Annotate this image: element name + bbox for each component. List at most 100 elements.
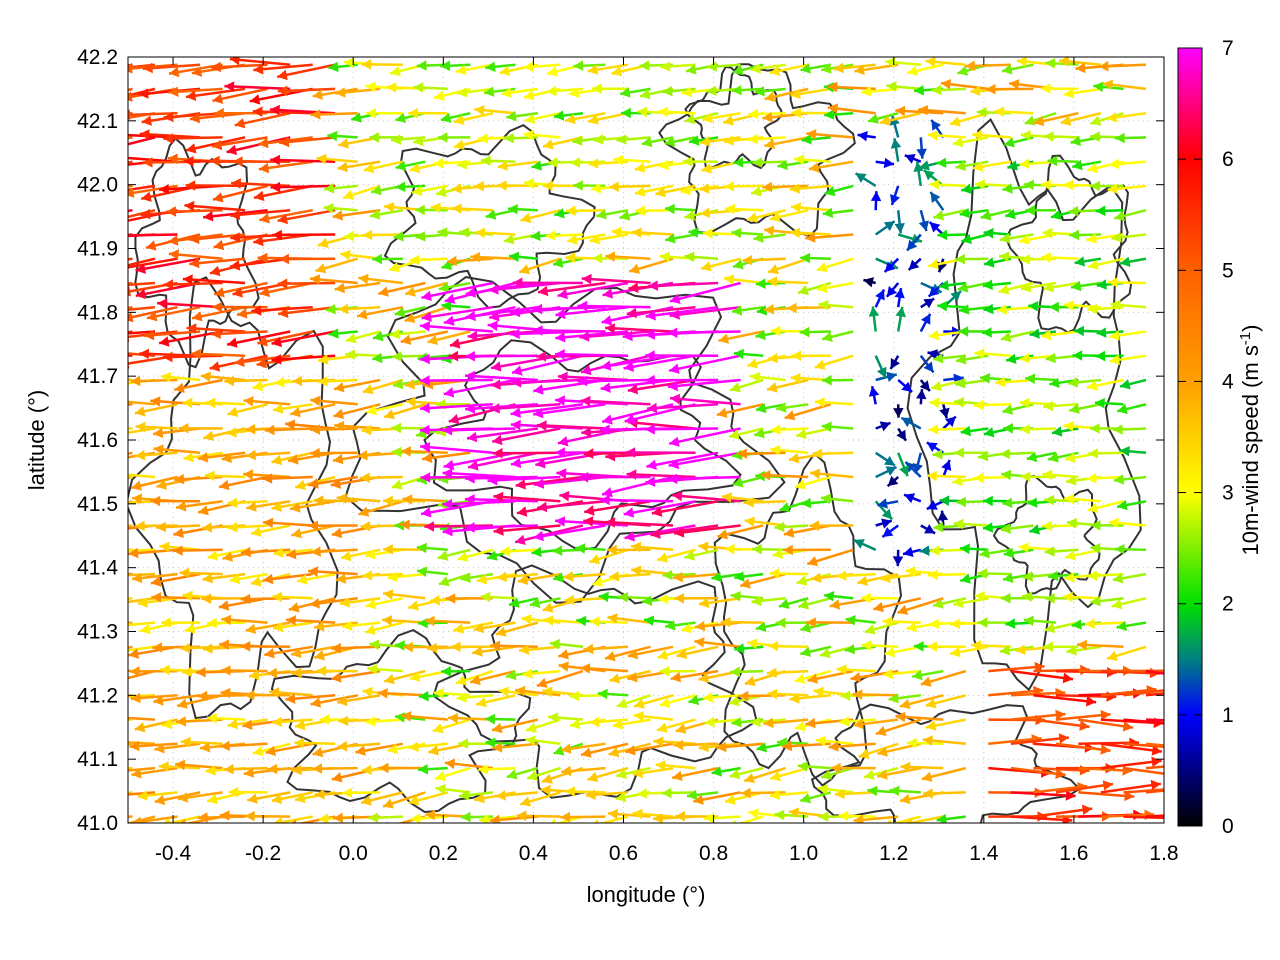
wind-arrow-head	[884, 646, 896, 658]
wind-arrow-head	[382, 615, 392, 626]
wind-arrow-head	[912, 669, 923, 681]
wind-arrow-head	[333, 408, 345, 419]
wind-arrow-head	[718, 333, 729, 344]
wind-arrow-head	[625, 745, 636, 756]
wind-arrow-head	[775, 617, 786, 629]
wind-arrow-head	[1071, 619, 1082, 630]
wind-arrow-shaft	[577, 378, 651, 383]
wind-arrow-head	[879, 115, 891, 126]
wind-arrow-head	[279, 253, 289, 265]
wind-arrow-head	[536, 420, 547, 431]
wind-arrow-head	[743, 497, 754, 508]
wind-arrow-head	[983, 495, 993, 507]
wind-arrow-head	[488, 284, 499, 295]
wind-arrow-head	[1111, 232, 1122, 243]
wind-arrow-shaft	[668, 451, 741, 467]
wind-arrow-head	[184, 200, 195, 212]
wind-arrow-head	[295, 793, 306, 804]
wind-arrow-shaft	[443, 378, 516, 396]
wind-arrow-head	[827, 103, 839, 114]
wind-arrow-head	[807, 556, 818, 567]
wind-arrow-shaft	[584, 500, 651, 514]
wind-arrow-head	[645, 350, 655, 361]
wind-arrow-head	[707, 61, 717, 72]
wind-arrow-head	[631, 541, 642, 553]
wind-arrow-head	[538, 285, 549, 297]
wind-arrow-head	[725, 794, 736, 805]
wind-arrow-head	[107, 712, 117, 723]
wind-arrow-head	[116, 546, 126, 557]
wind-arrow-head	[533, 407, 544, 419]
wind-arrow-head	[974, 348, 985, 359]
wind-arrow-head	[362, 229, 373, 241]
wind-arrow-head	[387, 571, 398, 583]
wind-arrow-head	[768, 352, 778, 364]
wind-arrow-head	[506, 110, 517, 122]
wind-arrow-head	[277, 69, 288, 81]
wind-arrow-head	[783, 527, 795, 538]
wind-arrow-head	[269, 687, 280, 698]
wind-arrow-head	[983, 303, 994, 315]
wind-arrow-head	[930, 192, 941, 203]
wind-arrow-head	[508, 204, 518, 215]
wind-arrow-head	[833, 62, 844, 74]
wind-arrow-head	[138, 88, 149, 99]
wind-arrow-shaft	[128, 597, 156, 604]
wind-arrow-head	[156, 521, 166, 533]
wind-arrow-head	[74, 260, 84, 271]
wind-arrow-head	[516, 810, 527, 822]
wind-arrow-head	[822, 207, 834, 218]
wind-arrow-head	[564, 594, 575, 606]
wind-arrow-head	[212, 93, 224, 104]
wind-arrow-head	[580, 395, 591, 407]
wind-arrow-head	[752, 157, 763, 168]
wind-arrow-head	[413, 135, 424, 147]
wind-arrow-head	[818, 299, 829, 311]
wind-arrow-head	[464, 494, 475, 505]
wind-arrow-shaft	[182, 277, 246, 285]
wind-arrow-head	[965, 60, 975, 72]
wind-arrow-head	[430, 595, 440, 606]
wind-arrow-head	[497, 160, 508, 171]
wind-arrow-head	[506, 769, 518, 780]
wind-arrow-head	[952, 475, 963, 487]
wind-arrow-head	[861, 592, 871, 604]
wind-arrow-head	[600, 360, 612, 371]
wind-arrow-head	[358, 506, 370, 517]
wind-arrow-head	[253, 235, 264, 247]
wind-arrow-head	[588, 158, 599, 169]
wind-arrow-head	[976, 107, 987, 118]
wind-arrow-shaft	[465, 305, 539, 319]
wind-arrow-shaft	[128, 136, 156, 146]
wind-arrow-shaft	[1010, 736, 1070, 746]
wind-arrow-head	[401, 446, 411, 457]
wind-arrow-head	[581, 273, 592, 285]
wind-arrow-head	[1096, 279, 1107, 290]
wind-arrow-head	[331, 527, 343, 539]
wind-arrow-head	[1000, 448, 1010, 460]
wind-arrow-head	[1055, 709, 1066, 721]
wind-arrow-head	[105, 790, 115, 801]
wind-arrow-head	[929, 545, 940, 556]
x-tick-label: 0.2	[429, 842, 458, 865]
wind-arrow-head	[271, 793, 283, 805]
wind-arrow-head	[958, 326, 969, 337]
wind-arrow-head	[645, 310, 656, 321]
wind-arrow-head	[117, 216, 128, 226]
wind-arrow-head	[480, 591, 491, 603]
wind-arrow-head	[877, 769, 888, 780]
wind-arrow-head	[895, 711, 906, 723]
wind-arrow-shaft	[646, 451, 719, 468]
wind-arrow-head	[464, 473, 475, 484]
wind-arrow-head	[674, 593, 684, 604]
wind-arrow-head	[724, 181, 735, 192]
wind-arrow-head	[639, 89, 651, 100]
wind-arrow-head	[1002, 404, 1014, 415]
wind-arrow-head	[444, 293, 456, 304]
wind-arrow-head	[1019, 353, 1030, 364]
wind-arrow-head	[577, 375, 588, 387]
wind-arrow-head	[618, 592, 628, 603]
wind-arrow-head	[971, 640, 982, 651]
wind-arrow-head	[271, 336, 282, 348]
wind-arrow-head	[607, 613, 618, 624]
